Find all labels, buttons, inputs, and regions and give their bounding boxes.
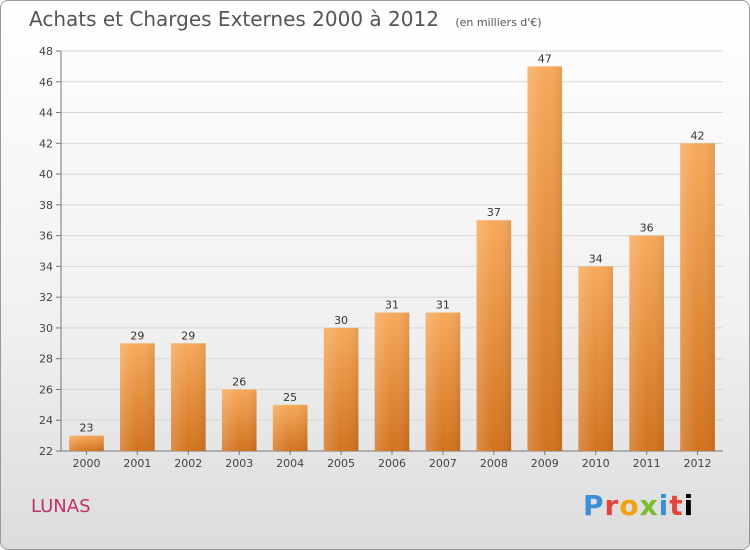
y-tick-label: 42 — [39, 137, 53, 150]
y-tick-label: 46 — [39, 76, 53, 89]
x-tick-label-2007: 2007 — [429, 457, 457, 470]
data-label-2007: 31 — [436, 299, 450, 312]
x-tick-label-2003: 2003 — [225, 457, 253, 470]
data-label-2010: 34 — [589, 252, 603, 265]
chart-title: Achats et Charges Externes 2000 à 2012 (… — [29, 7, 542, 31]
y-tick-label: 26 — [39, 383, 53, 396]
bar-shade-2011 — [629, 235, 664, 451]
proxiti-logo: Proxiti — [583, 489, 695, 522]
bars — [69, 66, 715, 452]
bar-shade-2003 — [221, 389, 257, 451]
labels: 22 24 26 28 30 32 34 36 38 40 42 44 46 48 23 2000 29 2001… — [39, 45, 712, 470]
y-tick-label: 34 — [39, 260, 53, 273]
bar-shade-2002 — [170, 343, 206, 451]
data-label-2012: 42 — [691, 129, 705, 142]
data-label-2009: 47 — [538, 52, 552, 65]
y-tick-label: 22 — [39, 445, 53, 458]
data-label-2000: 23 — [79, 422, 93, 435]
y-tick-label: 40 — [39, 168, 53, 181]
bar-shade-2012 — [680, 143, 715, 452]
x-tick-label-2011: 2011 — [633, 457, 661, 470]
bar-shade-2007 — [425, 312, 461, 451]
chart-title-text: Achats et Charges Externes 2000 à 2012 — [29, 7, 439, 31]
data-label-2006: 31 — [385, 299, 399, 312]
y-tick-label: 44 — [39, 107, 53, 120]
data-label-2011: 36 — [640, 222, 654, 235]
y-tick-label: 48 — [39, 45, 53, 58]
bar-shade-2004 — [272, 404, 308, 451]
x-tick-label-2010: 2010 — [582, 457, 610, 470]
x-tick-label-2005: 2005 — [327, 457, 355, 470]
data-label-2004: 25 — [283, 391, 297, 404]
data-label-2003: 26 — [232, 375, 246, 388]
bar-shade-2005 — [323, 327, 359, 451]
data-label-2008: 37 — [487, 206, 501, 219]
y-tick-label: 28 — [39, 353, 53, 366]
y-tick-label: 24 — [39, 414, 53, 427]
x-tick-label-2012: 2012 — [684, 457, 712, 470]
data-label-2001: 29 — [130, 329, 144, 342]
bar-shade-2010 — [578, 266, 614, 451]
y-tick-label: 38 — [39, 199, 53, 212]
bar-shade-2008 — [476, 220, 512, 451]
x-tick-label-2002: 2002 — [174, 457, 202, 470]
x-tick-label-2009: 2009 — [531, 457, 559, 470]
x-tick-label-2001: 2001 — [123, 457, 151, 470]
x-tick-label-2006: 2006 — [378, 457, 406, 470]
data-label-2005: 30 — [334, 314, 348, 327]
y-tick-label: 30 — [39, 322, 53, 335]
y-tick-label: 36 — [39, 230, 53, 243]
bar-shade-2001 — [120, 343, 155, 451]
data-label-2002: 29 — [181, 329, 195, 342]
bar-shade-2009 — [527, 66, 563, 451]
chart-subtitle: (en milliers d'€) — [455, 16, 542, 29]
x-tick-label-2000: 2000 — [72, 457, 100, 470]
x-tick-label-2004: 2004 — [276, 457, 304, 470]
commune-name: LUNAS — [31, 496, 91, 517]
bar-shade-2000 — [69, 435, 104, 451]
bar-shade-2006 — [374, 312, 410, 451]
x-tick-label-2008: 2008 — [480, 457, 508, 470]
y-tick-label: 32 — [39, 291, 53, 304]
